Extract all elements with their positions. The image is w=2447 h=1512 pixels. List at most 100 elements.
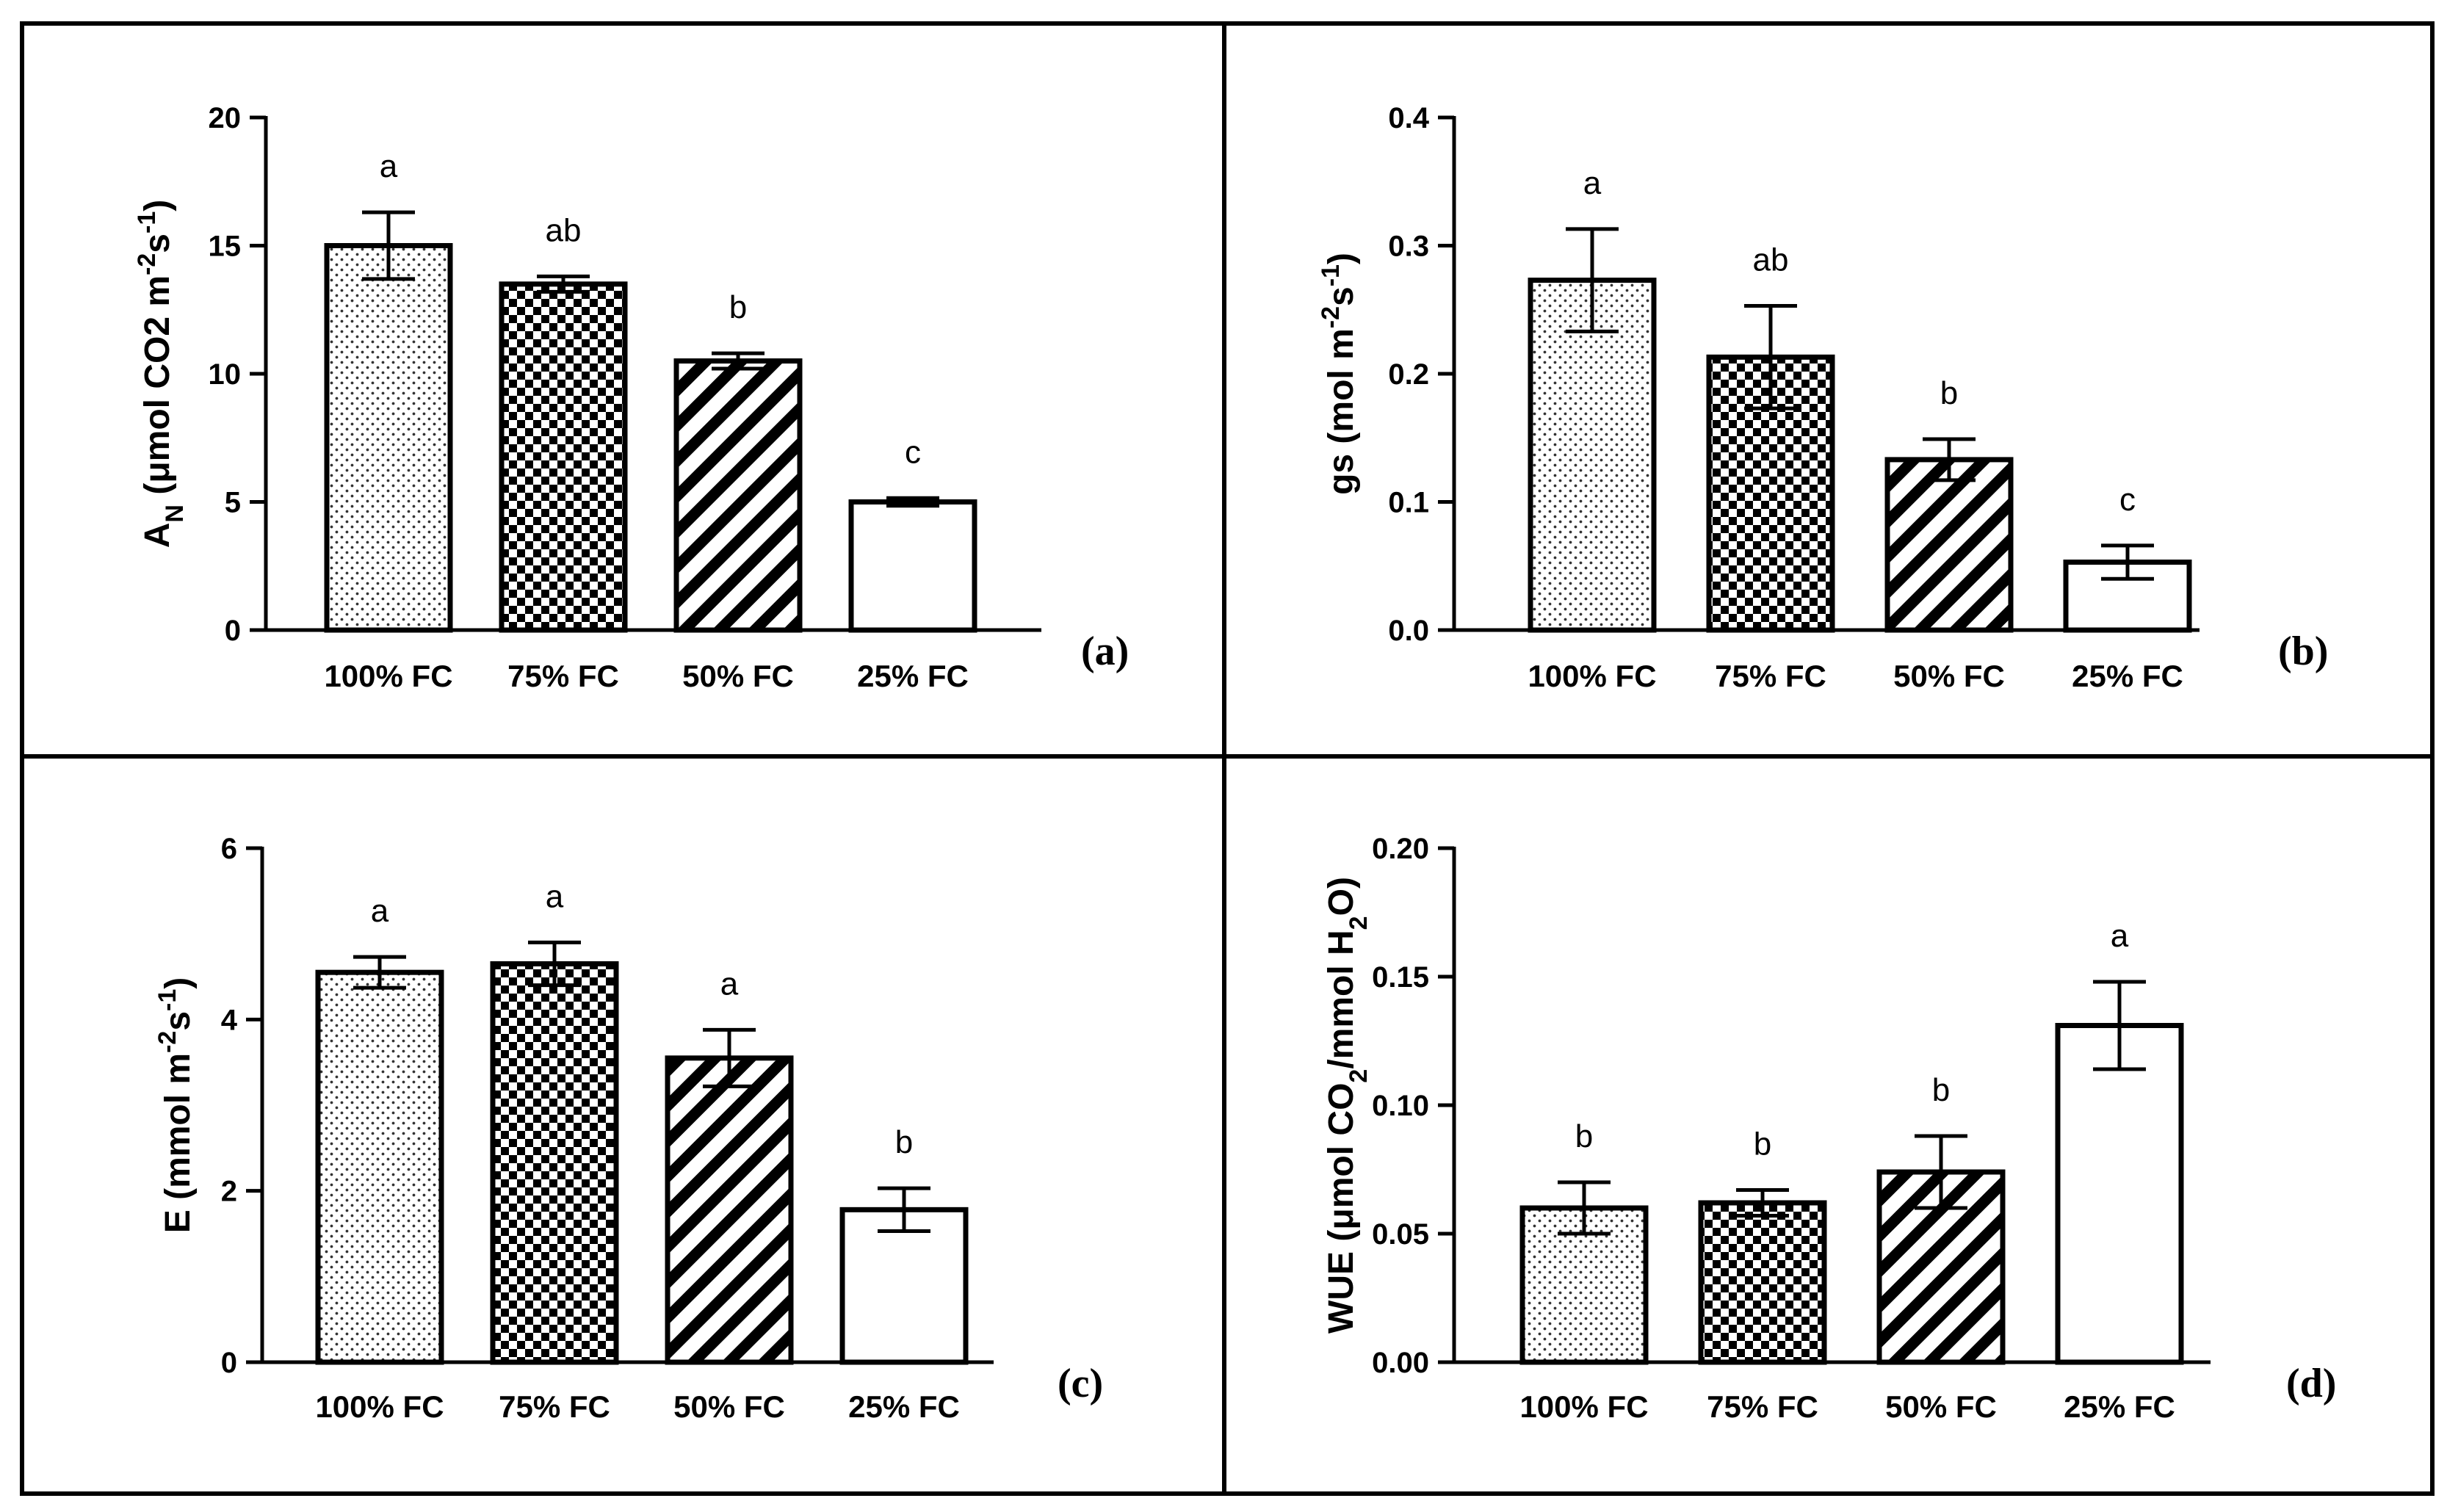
significance-letter: a [2111, 918, 2129, 954]
x-category-label: 50% FC [673, 1389, 785, 1424]
figure-frame [20, 21, 2435, 1496]
y-axis-title-part: /mmol H [1322, 930, 1361, 1068]
y-tick-label: 15 [209, 231, 242, 263]
y-tick-label: 5 [225, 487, 241, 519]
y-tick-label: 0.1 [1388, 487, 1429, 519]
y-tick-label: 0.4 [1388, 102, 1429, 134]
bar-50-fc [1884, 457, 2014, 633]
y-tick-label: 0.2 [1388, 358, 1429, 391]
x-category-label: 50% FC [1885, 1389, 1997, 1424]
y-tick-label: 0.10 [1372, 1090, 1429, 1122]
y-tick-label: 0.0 [1388, 615, 1429, 647]
significance-letter: c [2119, 482, 2136, 518]
x-category-label: 50% FC [682, 659, 794, 693]
panel-b: 0.0 0.1 0.2 0.3 0.4 gs (mol m-2s-1) a 100% FC ab… [1317, 102, 2328, 693]
significance-letter: a [371, 893, 389, 929]
panel-tag: (c) [1058, 1361, 1103, 1406]
significance-letter: a [546, 878, 564, 914]
significance-letter: ab [546, 212, 582, 248]
y-axis-title-part: -1 [133, 211, 161, 234]
y-axis-title-part: -2 [1317, 306, 1345, 328]
x-category-label: 25% FC [2064, 1389, 2175, 1424]
y-axis-title-part: -2 [153, 1031, 181, 1053]
y-tick-label: 0.00 [1372, 1347, 1429, 1379]
y-axis-title-part: s [159, 1011, 198, 1031]
y-axis-title: E (mmol m-2s-1) [153, 977, 198, 1234]
panel-tag: (d) [2286, 1361, 2336, 1406]
bar-100-fc [1528, 278, 1657, 633]
significance-letter: b [1932, 1072, 1950, 1108]
x-category-label: 25% FC [2072, 659, 2183, 693]
y-axis-title-part: WUE (μmol CO [1322, 1083, 1361, 1334]
y-axis-title: WUE (μmol CO2/mmol H2O) [1322, 877, 1373, 1334]
bar-25-fc [2055, 1023, 2184, 1365]
y-axis-title-part: gs (mol m [1322, 328, 1361, 495]
y-axis-title-part: s [1322, 286, 1361, 306]
x-category-label: 50% FC [1893, 659, 2005, 693]
significance-letter: b [895, 1124, 913, 1160]
panel-a: 0 5 10 15 20 AN (μmol CO2 m-2s-1) a 100% FC ab 75… [133, 102, 1129, 693]
significance-letter: b [1575, 1118, 1593, 1154]
x-category-label: 100% FC [315, 1389, 444, 1424]
bar-50-fc [665, 1055, 794, 1365]
y-axis-title: AN (μmol CO2 m-2s-1) [133, 200, 189, 548]
y-tick-label: 6 [221, 833, 237, 865]
bar-25-fc [848, 499, 977, 633]
y-axis-title-part: -1 [1317, 264, 1345, 286]
y-tick-label: 20 [209, 102, 242, 134]
x-category-label: 25% FC [857, 659, 969, 693]
y-axis-title-part: -1 [153, 989, 181, 1011]
y-axis-title-part: E (mmol m [159, 1053, 198, 1233]
significance-letter: b [1940, 375, 1958, 411]
y-axis-title-part: ) [1322, 253, 1361, 264]
y-axis-title-part: 2 [138, 316, 177, 336]
x-category-label: 75% FC [1707, 1389, 1818, 1424]
y-axis-title-part: N [161, 504, 189, 523]
y-axis-title-part: s [138, 234, 177, 253]
y-tick-label: 4 [221, 1004, 238, 1036]
x-category-label: 75% FC [499, 1389, 610, 1424]
bar-75-fc [1698, 1200, 1827, 1365]
significance-letter: ab [1753, 242, 1789, 278]
y-tick-label: 0.05 [1372, 1218, 1429, 1251]
y-tick-label: 2 [221, 1176, 237, 1208]
y-axis-title-part: 2 [1345, 1069, 1373, 1083]
y-tick-label: 0.20 [1372, 833, 1429, 865]
x-category-label: 100% FC [1519, 1389, 1648, 1424]
panel-tag: (b) [2278, 629, 2328, 674]
y-axis-title-part: O) [1322, 877, 1361, 916]
x-category-label: 25% FC [848, 1389, 960, 1424]
significance-letter: c [905, 434, 921, 470]
y-axis-title-part: ) [138, 200, 177, 211]
significance-letter: b [1754, 1126, 1771, 1162]
y-axis-title: gs (mol m-2s-1) [1317, 253, 1361, 495]
y-axis-title-part: A [138, 523, 177, 549]
y-axis-title-part: (μmol CO [138, 336, 177, 504]
bar-100-fc [324, 243, 453, 633]
x-category-label: 75% FC [507, 659, 619, 693]
panel-tag: (a) [1081, 629, 1129, 674]
x-category-label: 100% FC [1528, 659, 1656, 693]
significance-letter: a [720, 966, 739, 1002]
bar-100-fc [315, 969, 444, 1365]
bar-50-fc [673, 358, 803, 633]
y-axis-title-part: 2 [1345, 916, 1373, 930]
y-axis-title-part: m [138, 275, 177, 316]
x-category-label: 100% FC [324, 659, 452, 693]
y-tick-label: 0.15 [1372, 961, 1429, 994]
significance-letter: b [729, 289, 747, 325]
bar-75-fc [499, 281, 628, 633]
y-tick-label: 0.3 [1388, 231, 1429, 263]
significance-letter: a [380, 148, 398, 184]
bar-75-fc [490, 961, 619, 1365]
y-axis-title-part: -2 [133, 253, 161, 275]
panel-c: 0 2 4 6 E (mmol m-2s-1) a 100% FC a 75% FC a 50% F… [153, 833, 1103, 1424]
significance-letter: a [1583, 165, 1602, 201]
x-category-label: 75% FC [1715, 659, 1826, 693]
y-axis-title-part: ) [159, 977, 198, 989]
y-tick-label: 10 [209, 358, 242, 391]
y-tick-label: 0 [221, 1347, 237, 1379]
y-tick-label: 0 [225, 615, 241, 647]
